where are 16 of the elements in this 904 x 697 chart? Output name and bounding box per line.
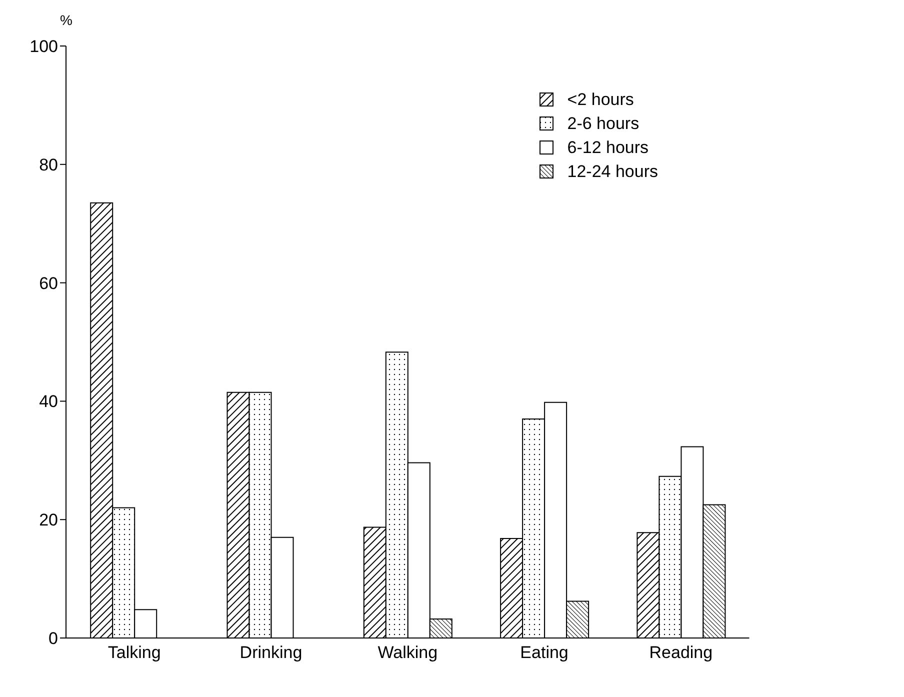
x-tick-label: Reading: [649, 643, 713, 662]
y-tick-label: 60: [39, 274, 58, 293]
x-tick-label: Talking: [108, 643, 161, 662]
x-tick-label: Eating: [520, 643, 568, 662]
x-tick-label: Drinking: [240, 643, 302, 662]
y-tick-label: 20: [39, 510, 58, 530]
y-tick-label: 100: [30, 37, 58, 56]
y-axis-title: %: [60, 12, 72, 28]
legend-label: 2-6 hours: [567, 113, 640, 135]
legend-label: 6-12 hours: [567, 137, 649, 159]
y-tick-label: 0: [48, 629, 58, 648]
y-tick-label: 80: [39, 155, 58, 174]
x-tick-label: Walking: [378, 643, 438, 662]
y-tick-label: 40: [39, 392, 58, 412]
legend-label: <2 hours: [567, 89, 634, 111]
legend-label: 12-24 hours: [567, 161, 658, 183]
